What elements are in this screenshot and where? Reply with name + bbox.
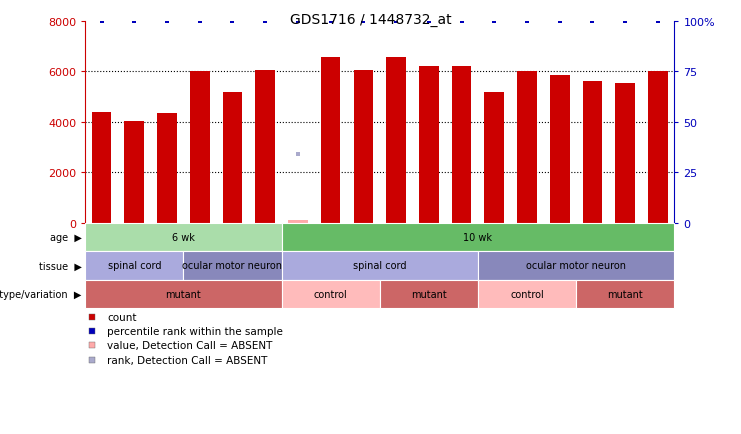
Bar	[282, 224, 674, 252]
Bar	[478, 252, 674, 280]
Bar	[124, 122, 144, 224]
Bar	[485, 92, 504, 224]
Bar	[222, 92, 242, 224]
Text: tissue  ▶: tissue ▶	[39, 261, 82, 271]
Bar	[190, 72, 210, 224]
Bar	[184, 252, 282, 280]
Text: rank, Detection Call = ABSENT: rank, Detection Call = ABSENT	[107, 355, 268, 365]
Text: value, Detection Call = ABSENT: value, Detection Call = ABSENT	[107, 341, 273, 351]
Text: mutant: mutant	[411, 289, 447, 299]
Text: control: control	[313, 289, 348, 299]
Bar	[321, 58, 341, 224]
Bar	[282, 252, 478, 280]
Bar	[419, 67, 439, 224]
Bar	[256, 71, 275, 224]
Bar	[282, 280, 380, 308]
Bar	[615, 83, 635, 224]
Text: spinal cord: spinal cord	[353, 261, 407, 271]
Text: count: count	[107, 312, 137, 322]
Bar	[386, 58, 406, 224]
Bar	[517, 72, 536, 224]
Text: spinal cord: spinal cord	[107, 261, 161, 271]
Bar	[576, 280, 674, 308]
Bar	[353, 71, 373, 224]
Bar	[85, 224, 282, 252]
Text: mutant: mutant	[165, 289, 202, 299]
Text: GDS1716 / 1448732_at: GDS1716 / 1448732_at	[290, 13, 451, 27]
Text: ocular motor neuron: ocular motor neuron	[182, 261, 282, 271]
Bar	[380, 280, 478, 308]
Bar	[288, 220, 308, 224]
Bar	[157, 114, 177, 224]
Text: 6 wk: 6 wk	[172, 233, 195, 243]
Text: control: control	[510, 289, 544, 299]
Bar	[85, 252, 184, 280]
Bar	[85, 280, 282, 308]
Bar	[452, 67, 471, 224]
Bar	[478, 280, 576, 308]
Text: mutant: mutant	[608, 289, 643, 299]
Text: percentile rank within the sample: percentile rank within the sample	[107, 326, 283, 336]
Text: 10 wk: 10 wk	[463, 233, 493, 243]
Bar	[92, 112, 111, 224]
Text: genotype/variation  ▶: genotype/variation ▶	[0, 289, 82, 299]
Text: ocular motor neuron: ocular motor neuron	[526, 261, 626, 271]
Bar	[582, 82, 602, 224]
Bar	[648, 72, 668, 224]
Text: age  ▶: age ▶	[50, 233, 82, 243]
Bar	[550, 76, 570, 224]
